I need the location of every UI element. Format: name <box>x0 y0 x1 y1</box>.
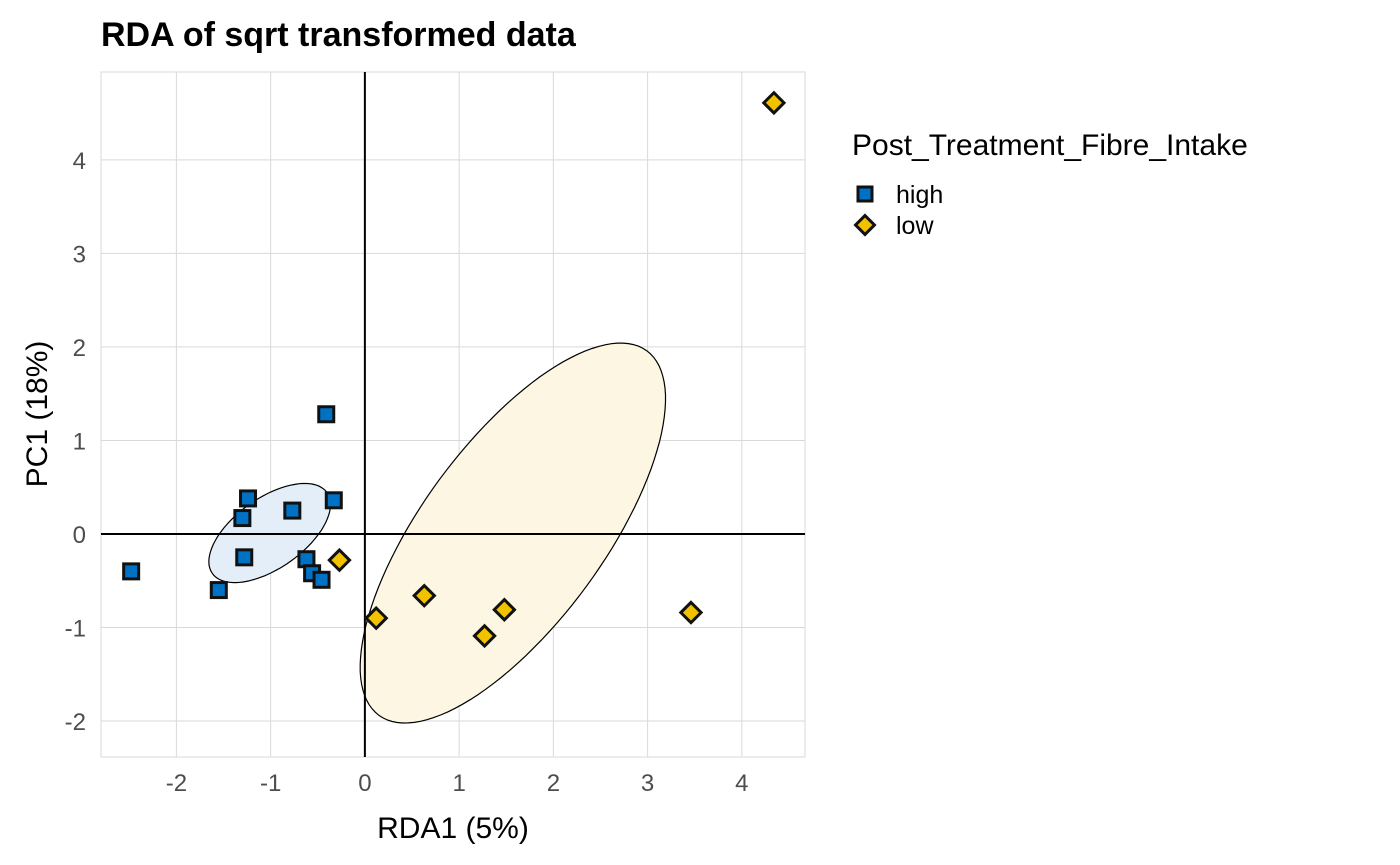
x-tick-label: 2 <box>547 770 560 797</box>
reference-lines <box>101 72 805 757</box>
point-high <box>317 405 336 424</box>
point-high <box>283 501 302 520</box>
point-high <box>235 548 254 567</box>
point-high <box>122 562 141 581</box>
x-tick-label: -1 <box>260 770 281 797</box>
x-tick-label: -2 <box>166 770 187 797</box>
y-axis-label: PC1 (18%) <box>21 341 54 488</box>
x-tick-label: 1 <box>452 770 465 797</box>
point-low <box>678 600 704 625</box>
y-tick-label: -2 <box>65 709 86 736</box>
point-low <box>492 597 517 622</box>
point-low <box>363 605 389 631</box>
legend-key-low <box>853 213 877 237</box>
panel-border <box>100 71 806 758</box>
point-high <box>239 489 258 508</box>
point-low <box>761 90 787 116</box>
x-tick-label: 4 <box>735 770 748 797</box>
legend-title: Post_Treatment_Fibre_Intake <box>852 129 1248 162</box>
y-tick-label: 2 <box>73 335 86 362</box>
legend-key-high <box>856 185 874 203</box>
point-high <box>209 581 228 600</box>
legend-label-low: low <box>896 212 934 240</box>
chart-title: RDA of sqrt transformed data <box>101 16 577 54</box>
point-low <box>412 583 437 608</box>
legend: Post_Treatment_Fibre_Intake high low <box>852 129 1248 240</box>
point-high <box>312 570 331 589</box>
y-tick-label: -1 <box>65 615 86 642</box>
point-high <box>233 509 252 528</box>
tick-labels: -2 -1 0 1 2 3 4 -2 -1 0 1 2 3 4 <box>65 148 749 797</box>
legend-label-high: high <box>896 181 943 209</box>
point-low <box>327 547 352 573</box>
point-low <box>472 623 497 649</box>
x-tick-label: 0 <box>358 770 371 797</box>
y-tick-label: 0 <box>73 522 86 549</box>
data-points <box>122 90 787 649</box>
x-axis-label: RDA1 (5%) <box>377 812 529 845</box>
x-tick-label: 3 <box>641 770 654 797</box>
y-tick-label: 1 <box>73 428 86 455</box>
y-tick-label: 4 <box>73 148 86 175</box>
y-tick-label: 3 <box>73 241 86 268</box>
point-high <box>324 491 343 510</box>
